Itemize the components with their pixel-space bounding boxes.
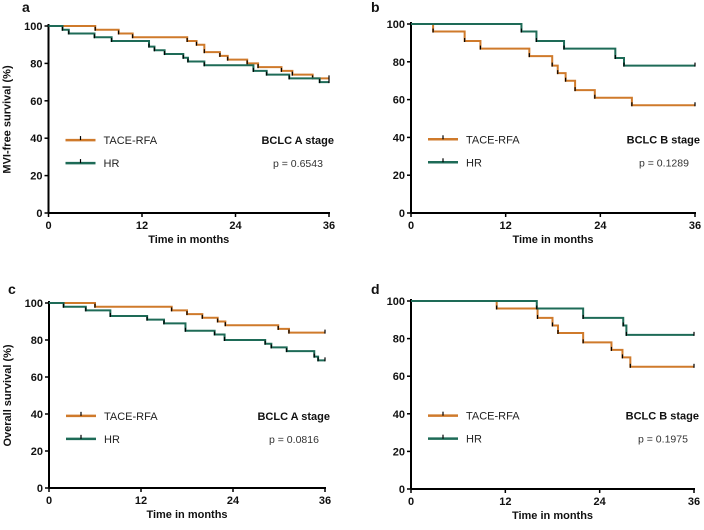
y-tick-label: 0: [399, 208, 405, 220]
panel-d: d 0 20 40 60 80 100 0 12 24 36 Time in months TACE-R…: [371, 281, 700, 522]
x-tick-label: 24: [227, 495, 240, 507]
x-tick-label: 24: [594, 220, 607, 232]
x-tick-label: 0: [45, 220, 51, 232]
legend-label: HR: [104, 158, 120, 170]
panel-c: c 0 20 40 60 80 100 0 12 24 36 Time in months Overal…: [2, 281, 331, 521]
legend-label: TACE-RFA: [466, 134, 520, 146]
panel-label: b: [371, 0, 380, 15]
y-tick-label: 60: [30, 96, 42, 108]
panel-b: b 0 20 40 60 80 100 0 12 24 36 Time in months TACE-R…: [371, 0, 701, 246]
y-tick-label: 80: [393, 57, 405, 69]
y-tick-label: 20: [30, 171, 42, 183]
y-tick-label: 100: [24, 21, 42, 33]
y-tick-label: 20: [31, 446, 43, 458]
p-value: p = 0.1975: [638, 434, 688, 446]
x-axis-title: Time in months: [146, 509, 227, 521]
x-tick-label: 0: [46, 495, 52, 507]
stage-annotation: BCLC A stage: [261, 135, 334, 147]
y-tick-label: 20: [393, 170, 405, 182]
panel-label: a: [22, 0, 30, 15]
y-tick-label: 40: [31, 409, 43, 421]
y-tick-label: 40: [393, 409, 405, 421]
x-tick-label: 12: [499, 496, 511, 508]
p-value: p = 0.1289: [639, 157, 689, 169]
panel-a: a 0 20 40 60 80 100 0 12 24 36 Time in months MVI-fr…: [2, 0, 336, 246]
y-tick-label: 20: [393, 446, 405, 458]
y-tick-label: 40: [393, 132, 405, 144]
x-tick-label: 12: [500, 220, 512, 232]
x-axis-title: Time in months: [512, 510, 593, 522]
x-tick-label: 36: [688, 496, 700, 508]
y-tick-label: 0: [37, 483, 43, 495]
y-tick-label: 100: [387, 19, 405, 31]
legend-label: HR: [466, 434, 482, 446]
stage-annotation: BCLC A stage: [257, 411, 330, 423]
x-tick-label: 0: [408, 496, 414, 508]
legend-label: TACE-RFA: [466, 411, 520, 423]
y-tick-label: 60: [393, 371, 405, 383]
x-tick-label: 0: [408, 220, 414, 232]
x-tick-label: 12: [136, 220, 148, 232]
x-tick-label: 24: [229, 220, 242, 232]
y-tick-label: 0: [399, 484, 405, 496]
legend-label: HR: [466, 157, 482, 169]
stage-annotation: BCLC B stage: [627, 134, 700, 146]
p-value: p = 0.0816: [269, 434, 319, 446]
y-axis-title: Overall survival (%): [2, 344, 14, 446]
y-tick-label: 60: [31, 372, 43, 384]
y-axis-title: MVI-free survival (%): [2, 65, 14, 174]
y-tick-label: 100: [25, 298, 43, 310]
x-tick-label: 24: [594, 496, 607, 508]
y-tick-label: 0: [36, 208, 42, 220]
series-line-tace-rfa: [411, 300, 694, 368]
series-line-hr: [411, 300, 694, 336]
panel-label: d: [371, 281, 380, 297]
series-line-hr: [48, 25, 329, 84]
legend-label: TACE-RFA: [104, 135, 158, 147]
x-tick-label: 12: [135, 495, 147, 507]
x-tick-label: 36: [689, 220, 701, 232]
series-line-tace-rfa: [411, 23, 695, 107]
y-tick-label: 60: [393, 95, 405, 107]
y-tick-label: 40: [30, 133, 42, 145]
y-tick-label: 80: [31, 335, 43, 347]
y-tick-label: 80: [393, 334, 405, 346]
stage-annotation: BCLC B stage: [626, 411, 699, 423]
x-axis-title: Time in months: [148, 234, 229, 246]
y-tick-label: 100: [387, 296, 405, 308]
y-tick-label: 80: [30, 58, 42, 70]
x-tick-label: 36: [319, 495, 331, 507]
series-line-tace-rfa: [49, 302, 325, 334]
p-value: p = 0.6543: [273, 158, 323, 170]
x-axis-title: Time in months: [512, 234, 593, 246]
legend-label: TACE-RFA: [104, 411, 158, 423]
panel-label: c: [8, 281, 16, 297]
legend-label: HR: [104, 434, 120, 446]
x-tick-label: 36: [323, 220, 335, 232]
